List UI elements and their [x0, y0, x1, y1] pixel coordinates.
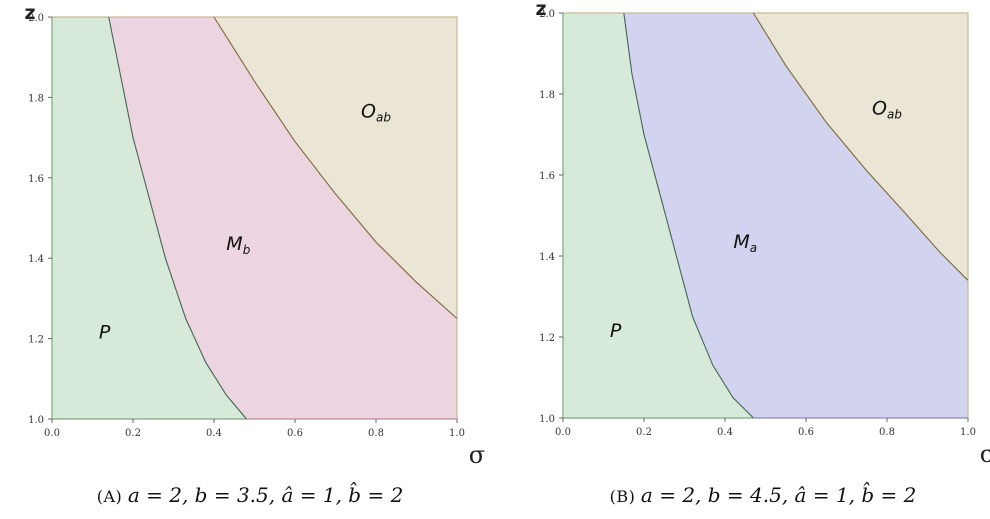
- y-tick-label: 1.2: [539, 333, 555, 344]
- chart-panel-a: 0.0 0.2 0.4 0.6 0.8 1.0 1.0 1.2 1.4 1.6 1.8 2.0z σ P M…: [24, 2, 485, 507]
- region-label-p: P: [99, 322, 111, 344]
- y-tick-label: 1.0: [539, 414, 555, 425]
- chart-panel-b: 0.0 0.2 0.4 0.6 0.8 1.0 1.0 1.2 1.4 1.6 1.8 2.0z σ P M…: [535, 0, 990, 507]
- y-tick-label: 1.0: [28, 415, 44, 426]
- y-tick-label: 1.6: [28, 174, 44, 185]
- region-o-ab: [753, 13, 968, 281]
- y-tick-label: 1.8: [539, 90, 555, 101]
- region-label-m-a: Ma: [733, 231, 757, 255]
- y-tick-label: 1.8: [28, 93, 44, 104]
- x-tick-label: 0.6: [287, 428, 303, 439]
- x-tick-label: 0.8: [368, 428, 384, 439]
- x-tick-label: 0.8: [879, 427, 895, 438]
- x-tick-label: 1.0: [960, 427, 976, 438]
- y-tick-label: 1.4: [539, 252, 555, 263]
- panel-caption: (A) a = 2, b = 3.5, â = 1, b̂ = 2: [97, 481, 404, 507]
- x-tick-label: 1.0: [449, 428, 465, 439]
- x-axis-label: σ: [469, 441, 485, 469]
- boundary-m-o: [752, 12, 969, 281]
- y-axis-label: z: [24, 2, 35, 24]
- region-label-o-ab: Oab: [361, 101, 391, 125]
- region-m-a: [623, 13, 968, 418]
- boundary-m-o: [213, 16, 458, 319]
- boundary-p-m: [623, 12, 754, 419]
- panel-caption: (B) a = 2, b = 4.5, â = 1, b̂ = 2: [610, 481, 917, 507]
- y-tick-label: 2.0: [28, 13, 44, 24]
- region-p: [563, 13, 754, 418]
- region-label-o-ab: Oab: [872, 97, 902, 121]
- region-m-b: [108, 17, 457, 419]
- x-tick-label: 0.2: [125, 428, 141, 439]
- x-tick-label: 0.0: [555, 427, 571, 438]
- x-tick-label: 0.4: [717, 427, 733, 438]
- x-tick-label: 0.4: [206, 428, 222, 439]
- region-p: [52, 17, 247, 419]
- region-label-m-b: Mb: [226, 233, 250, 257]
- y-tick-label: 1.6: [539, 171, 555, 182]
- x-tick-label: 0.0: [44, 428, 60, 439]
- boundary-p-m: [108, 16, 247, 420]
- region-label-p: P: [610, 320, 622, 342]
- x-axis-label: σ: [980, 440, 990, 468]
- y-axis-label: z: [535, 0, 546, 20]
- region-o-ab: [214, 17, 457, 319]
- y-tick-label: 2.0: [539, 9, 555, 20]
- y-tick-label: 1.2: [28, 335, 44, 346]
- x-tick-label: 0.2: [636, 427, 652, 438]
- y-tick-label: 1.4: [28, 254, 44, 265]
- x-tick-label: 0.6: [798, 427, 814, 438]
